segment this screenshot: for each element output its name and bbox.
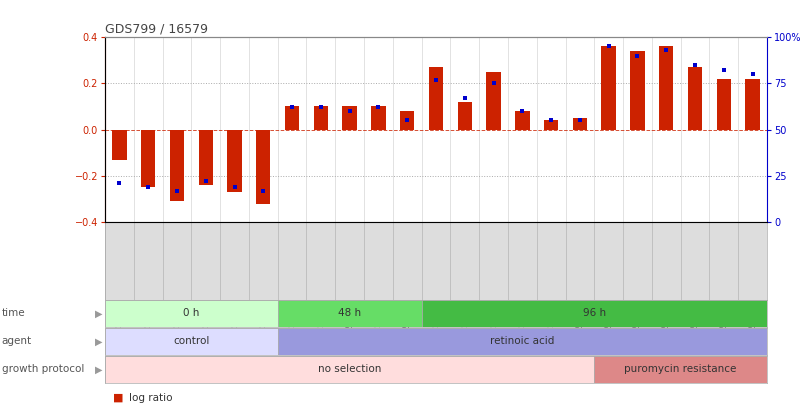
Bar: [515, 111, 529, 130]
Bar: [658, 46, 673, 130]
Bar: [400, 111, 414, 130]
Bar: [227, 130, 242, 192]
Text: puromycin resistance: puromycin resistance: [624, 364, 736, 375]
Bar: [277, 328, 766, 355]
Bar: [141, 130, 155, 187]
Text: growth protocol: growth protocol: [2, 364, 84, 375]
Bar: [284, 107, 299, 130]
Bar: [457, 102, 471, 130]
Text: no selection: no selection: [317, 364, 381, 375]
Bar: [715, 79, 730, 130]
Bar: [421, 300, 766, 327]
Text: ▶: ▶: [95, 337, 102, 347]
Text: ▶: ▶: [95, 309, 102, 318]
Text: agent: agent: [2, 337, 31, 347]
Text: 0 h: 0 h: [183, 309, 199, 318]
Bar: [486, 72, 500, 130]
Bar: [342, 107, 357, 130]
Bar: [105, 356, 593, 383]
Bar: [105, 328, 277, 355]
Text: ▶: ▶: [95, 364, 102, 375]
Bar: [105, 300, 277, 327]
Bar: [544, 120, 557, 130]
Bar: [593, 356, 766, 383]
Bar: [744, 79, 759, 130]
Bar: [630, 51, 644, 130]
Text: 48 h: 48 h: [338, 309, 361, 318]
Bar: [371, 107, 385, 130]
Text: control: control: [173, 337, 210, 347]
Text: log ratio: log ratio: [129, 393, 173, 403]
Text: GDS799 / 16579: GDS799 / 16579: [105, 22, 208, 35]
Bar: [687, 67, 701, 130]
Text: time: time: [2, 309, 25, 318]
Text: ■: ■: [113, 393, 124, 403]
Text: retinoic acid: retinoic acid: [490, 337, 554, 347]
Text: 96 h: 96 h: [582, 309, 605, 318]
Bar: [601, 46, 615, 130]
Bar: [169, 130, 184, 201]
Bar: [277, 300, 421, 327]
Bar: [572, 118, 586, 130]
Bar: [256, 130, 270, 203]
Bar: [428, 67, 442, 130]
Bar: [313, 107, 328, 130]
Bar: [198, 130, 213, 185]
Bar: [112, 130, 126, 160]
